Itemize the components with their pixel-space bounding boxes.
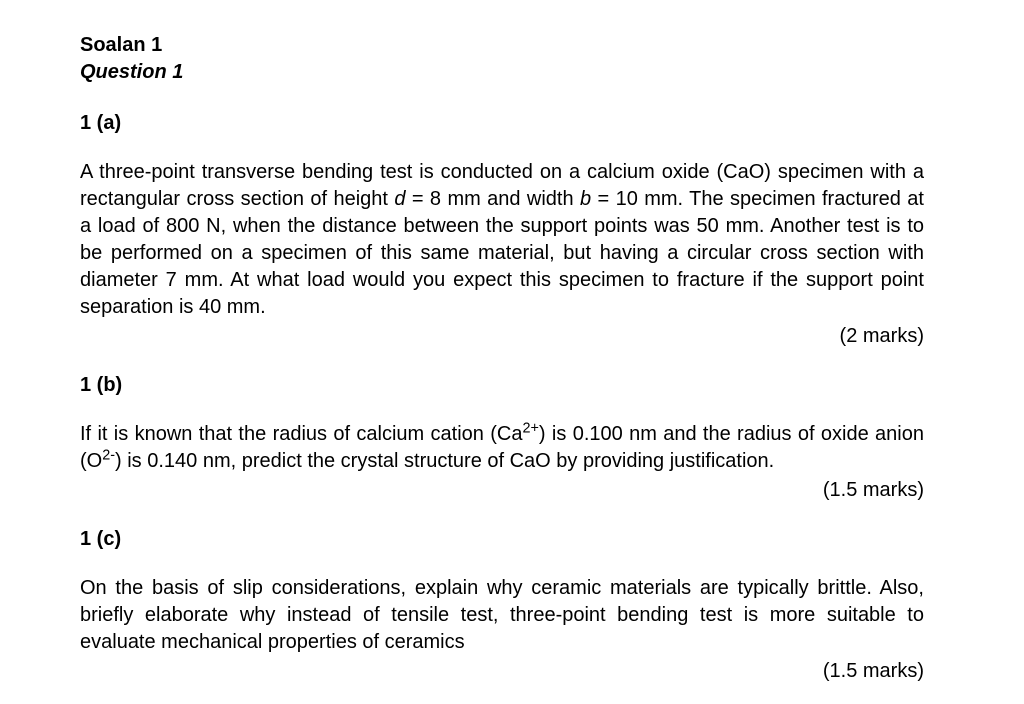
part-b-marks: (1.5 marks) — [80, 477, 924, 504]
exam-question-page: Soalan 1 Question 1 1 (a) A three-point … — [0, 0, 1024, 704]
part-a-text: A three-point transverse bending test is… — [80, 159, 924, 321]
part-b-text-before: If it is known that the radius of calciu… — [80, 423, 522, 445]
part-b-text: If it is known that the radius of calciu… — [80, 421, 924, 475]
part-c-text: On the basis of slip considerations, exp… — [80, 575, 924, 656]
part-label-c: 1 (c) — [80, 526, 924, 553]
question-title-malay: Soalan 1 — [80, 32, 924, 59]
variable-b: b — [580, 188, 591, 210]
part-label-b: 1 (b) — [80, 372, 924, 399]
part-c-marks: (1.5 marks) — [80, 658, 924, 685]
superscript-ca: 2+ — [522, 420, 538, 436]
part-label-a: 1 (a) — [80, 110, 924, 137]
question-title-english: Question 1 — [80, 59, 924, 86]
superscript-o: 2- — [102, 447, 115, 463]
part-a-marks: (2 marks) — [80, 323, 924, 350]
part-a-text-mid1: = 8 mm and width — [405, 188, 580, 210]
variable-d: d — [394, 188, 405, 210]
part-b-text-mid2: ) is 0.140 nm, predict the crystal struc… — [115, 450, 774, 472]
